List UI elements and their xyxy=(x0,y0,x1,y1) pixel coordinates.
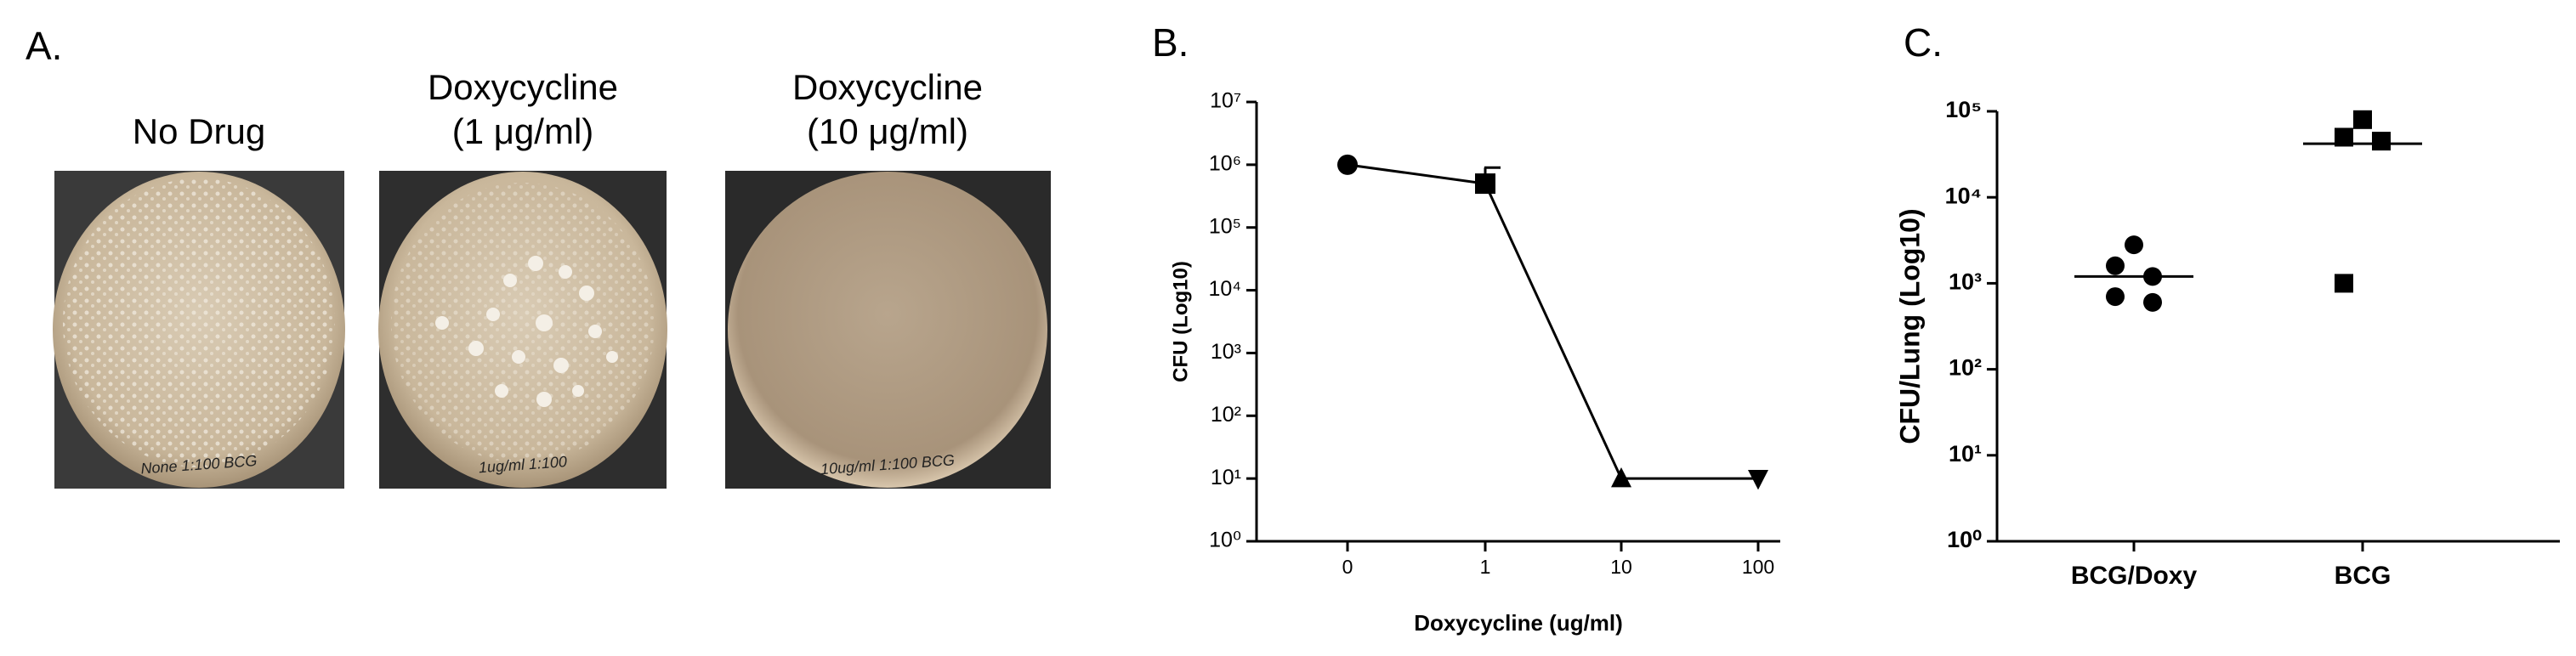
x-tick-label: 1 xyxy=(1480,556,1491,578)
large-colonies xyxy=(435,256,618,407)
y-tick-label: 10² xyxy=(1949,355,1982,381)
x-tick-label: BCG/Doxy xyxy=(2071,562,2198,590)
y-axis-label: CFU (Log10) xyxy=(1169,261,1192,382)
line xyxy=(1347,163,1758,480)
y-tick-label: 10⁰ xyxy=(1209,529,1241,552)
y-tick-label: 10⁵ xyxy=(1209,214,1241,238)
marker xyxy=(2353,110,2372,129)
marker xyxy=(2335,274,2353,293)
marker xyxy=(1337,154,1358,175)
x-axis-label: Doxycycline (ug/ml) xyxy=(1414,610,1623,636)
plate-caption: (1 μg/ml) xyxy=(452,111,594,151)
panel-label: B. xyxy=(1152,20,1189,65)
marker xyxy=(2143,267,2162,286)
y-tick-label: 10² xyxy=(1211,403,1241,427)
chart: B. 10⁰ 10¹ 10² 10³ 10⁴ 10⁵ 10⁶ 10⁷ 0 1 10 100 CFU (Lo… xyxy=(1152,20,1780,636)
colonies xyxy=(63,178,335,467)
marker xyxy=(2143,292,2162,312)
chart: C. 10⁰ 10¹ 10² 10³ 10⁴ 10⁵ BCG/Doxy BCG CFU/Lung … xyxy=(1894,20,2560,590)
x-tick-label: 10 xyxy=(1610,556,1632,578)
y-tick-label: 10⁶ xyxy=(1209,151,1241,175)
plate-caption: Doxycycline xyxy=(792,67,983,107)
x-tick-label: BCG xyxy=(2335,562,2392,590)
y-tick-label: 10³ xyxy=(1211,340,1241,364)
plate-caption: No Drug xyxy=(133,111,265,151)
marker xyxy=(2106,287,2125,307)
marker xyxy=(2372,132,2391,151)
x-tick-label: 100 xyxy=(1742,556,1774,578)
marker xyxy=(2106,256,2125,275)
y-tick-label: 10⁰ xyxy=(1947,527,1982,552)
y-tick-label: 10⁴ xyxy=(1945,183,1982,208)
y-tick-label: 10¹ xyxy=(1211,466,1241,489)
marker xyxy=(1475,173,1495,195)
y-axis-label: CFU/Lung (Log10) xyxy=(1894,208,1925,444)
colonies xyxy=(391,183,655,463)
plate-caption: (10 μg/ml) xyxy=(807,111,968,151)
y-tick-label: 10³ xyxy=(1949,269,1982,295)
x-tick-label: 0 xyxy=(1342,556,1353,578)
plate-caption: Doxycycline xyxy=(428,67,618,107)
panel-label: C. xyxy=(1904,20,1943,65)
plate xyxy=(728,172,1047,488)
panel-label: A. xyxy=(26,24,62,68)
y-tick-label: 10⁴ xyxy=(1208,277,1241,301)
panel-a xyxy=(53,171,1051,489)
y-tick-label: 10⁵ xyxy=(1945,97,1982,122)
marker xyxy=(2335,127,2353,147)
y-tick-label: 10⁷ xyxy=(1210,89,1241,113)
marker xyxy=(2125,235,2143,255)
marker xyxy=(1748,469,1768,490)
marker xyxy=(1611,467,1631,488)
y-tick-label: 10¹ xyxy=(1949,441,1982,467)
